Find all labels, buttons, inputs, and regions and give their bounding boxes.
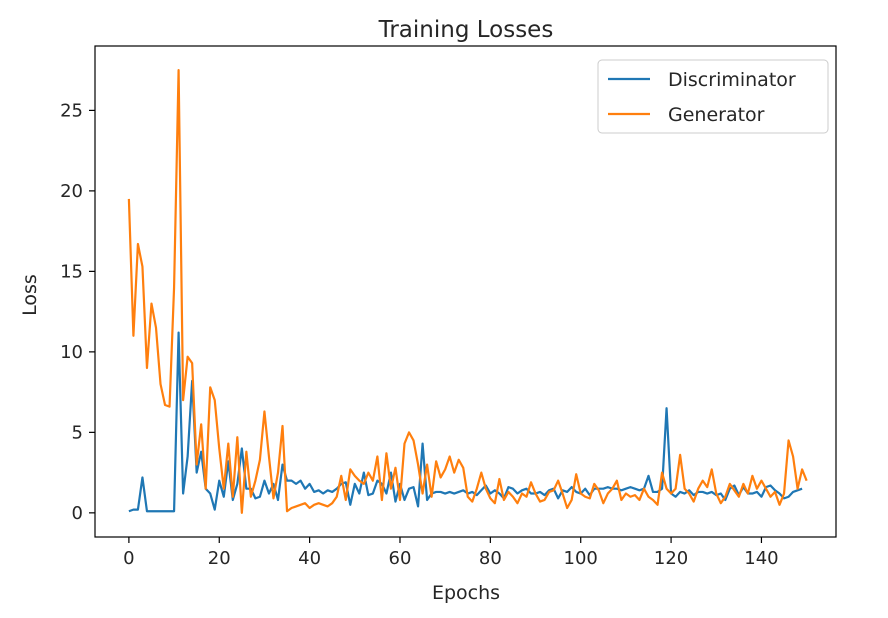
chart-title: Training Losses <box>378 17 554 43</box>
y-tick-label: 25 <box>60 100 83 121</box>
y-tick-label: 20 <box>60 181 83 202</box>
x-tick-label: 120 <box>654 548 688 569</box>
x-tick-label: 0 <box>123 548 134 569</box>
y-axis: 0 5 10 15 20 25 <box>60 100 95 524</box>
x-tick-label: 40 <box>298 548 321 569</box>
plot-frame <box>94 45 837 538</box>
legend-label: Discriminator <box>668 69 796 91</box>
y-tick-label: 0 <box>72 503 83 524</box>
x-tick-label: 140 <box>744 548 778 569</box>
plot-area <box>127 69 808 514</box>
y-axis-label: Loss <box>19 274 41 316</box>
y-tick-label: 15 <box>60 261 83 282</box>
series-line-generator <box>127 69 808 514</box>
y-tick-label: 5 <box>72 422 83 443</box>
x-axis: 0 20 40 60 80 100 120 140 <box>123 537 779 569</box>
x-tick-label: 20 <box>208 548 231 569</box>
legend-label: Generator <box>668 104 765 126</box>
legend: Discriminator Generator <box>597 59 829 134</box>
x-tick-label: 80 <box>479 548 502 569</box>
x-tick-label: 100 <box>564 548 598 569</box>
legend-box <box>597 59 829 134</box>
y-tick-label: 10 <box>60 342 83 363</box>
series-line-discriminator <box>128 331 803 513</box>
x-tick-label: 60 <box>389 548 412 569</box>
x-axis-label: Epochs <box>432 582 500 604</box>
